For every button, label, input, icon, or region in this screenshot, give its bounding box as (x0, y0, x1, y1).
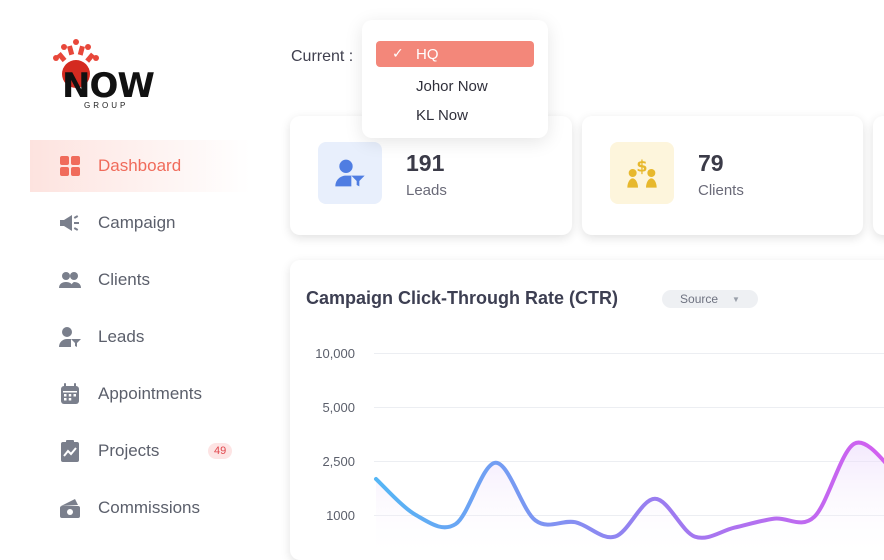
ctr-chart-card: Campaign Click-Through Rate (CTR) Source… (290, 260, 884, 560)
clipboard-chart-icon (58, 439, 82, 463)
money-icon (58, 496, 82, 520)
svg-text:$: $ (636, 157, 647, 176)
logo-text: NOW (62, 66, 155, 106)
sidebar-item-commissions[interactable]: Commissions (30, 482, 250, 534)
stat-label: Leads (406, 182, 447, 199)
dropdown-option-label: Johor Now (416, 77, 488, 95)
chart-title: Campaign Click-Through Rate (CTR) (306, 288, 619, 308)
y-tick-label: 1000 (326, 508, 355, 523)
gridline (374, 515, 884, 516)
sidebar-item-label: Campaign (98, 213, 176, 232)
grid-icon (58, 154, 82, 178)
gridline (374, 353, 884, 354)
gridline (374, 461, 884, 462)
sidebar-item-dashboard[interactable]: Dashboard (30, 140, 250, 192)
sidebar-item-appointments[interactable]: Appointments (30, 368, 250, 420)
dropdown-option-label: KL Now (416, 106, 468, 124)
sidebar-item-projects[interactable]: Projects 49 (30, 425, 250, 477)
stat-value: 79 (698, 150, 724, 176)
current-branch-label: Current : (291, 48, 354, 65)
sidebar-item-label: Appointments (98, 384, 202, 403)
stat-card-clients[interactable]: $ 79 Clients (582, 116, 863, 235)
series-area (376, 442, 884, 560)
source-filter-dropdown[interactable]: Source ▼ (662, 290, 758, 308)
users-icon (58, 268, 82, 292)
user-filter-icon (318, 142, 382, 204)
checkmark-icon: ✓ (392, 45, 404, 61)
megaphone-icon (58, 211, 82, 235)
sidebar-item-label: Projects (98, 441, 160, 460)
user-filter-icon (58, 325, 82, 349)
sidebar-item-campaign[interactable]: Campaign (30, 197, 250, 249)
series-line (374, 440, 884, 540)
sidebar-item-label: Dashboard (98, 156, 182, 175)
source-filter-label: Source (680, 292, 719, 306)
sidebar-item-leads[interactable]: Leads (30, 311, 250, 363)
projects-count-badge: 49 (208, 443, 233, 459)
calendar-icon (58, 382, 82, 406)
stat-card-partial (873, 116, 884, 235)
sidebar-item-label: Leads (98, 327, 145, 346)
sidebar-item-clients[interactable]: Clients (30, 254, 250, 306)
ctr-line-chart (374, 440, 884, 560)
stat-value: 191 (406, 150, 445, 176)
logo-subtext: GROUP (84, 101, 129, 110)
branch-dropdown-menu: ✓ HQ Johor Now KL Now (362, 20, 548, 138)
sidebar-item-label: Clients (98, 270, 150, 289)
clients-dollar-icon: $ (610, 142, 674, 204)
y-tick-label: 10,000 (315, 346, 355, 361)
now-group-logo: NOW GROUP (44, 38, 156, 116)
caret-down-icon: ▼ (732, 294, 740, 304)
y-tick-label: 2,500 (322, 454, 355, 469)
y-tick-label: 5,000 (322, 400, 355, 415)
dropdown-option-label: HQ (416, 45, 439, 63)
stat-label: Clients (698, 182, 744, 199)
gridline (374, 407, 884, 408)
dropdown-option-johor-now[interactable]: Johor Now (376, 73, 534, 99)
dropdown-option-kl-now[interactable]: KL Now (376, 102, 534, 128)
dropdown-option-hq[interactable]: ✓ HQ (376, 41, 534, 67)
sidebar-item-label: Commissions (98, 498, 201, 517)
